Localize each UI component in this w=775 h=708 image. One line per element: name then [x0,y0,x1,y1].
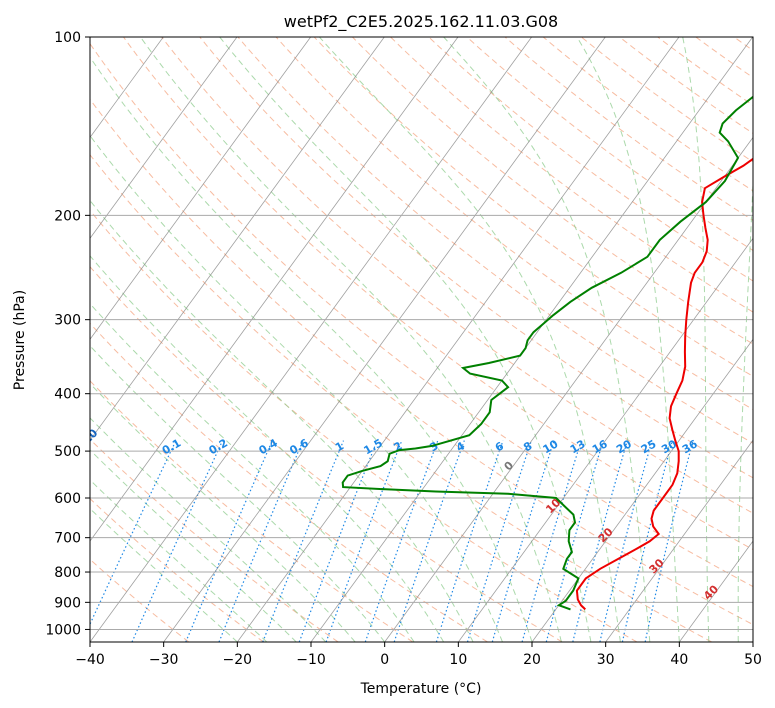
moist-adiabat-line [90,507,238,642]
dry-adiabat-line [123,37,753,551]
dry-adiabat-label: -10 [77,426,100,449]
y-tick-label: 300 [54,313,81,329]
isotherm-line [605,439,753,642]
moist-adiabat-line [90,134,503,642]
moist-adiabat-line [90,56,533,642]
isotherm-line [90,37,532,642]
dewpoint-line [341,95,753,611]
dry-adiabat-line [428,37,753,282]
y-tick-label: 400 [54,387,81,403]
y-axis-label: Pressure (hPa) [12,290,28,390]
moist-adiabat-line [90,449,297,642]
mixing-ratio-lines [90,440,694,642]
dry-adiabat-line [275,37,753,411]
x-tick-label: 30 [597,652,615,668]
dry-adiabat-line [90,322,488,642]
isotherm-line [90,37,238,240]
moist-adiabat-line [319,37,621,642]
dry-adiabat-line [90,98,753,626]
chart-title: wetPf2_C2E5.2025.162.11.03.G08 [284,12,558,32]
mixing-ratio-line [644,440,694,642]
mixing-ratio-line [131,440,224,642]
line-labels: -100-90-80-70-60-50-40-30-20-10010203040… [77,426,721,602]
mixing-ratio-line [218,440,304,642]
dry-adiabat-line [237,37,753,444]
dry-adiabat-line [90,380,414,642]
x-tick-label: −30 [149,652,179,668]
isotherm-line [310,37,753,642]
mixing-ratio-line [621,440,673,642]
x-axis-label: Temperature (°C) [360,681,482,697]
isotherm-line [458,237,753,642]
x-tick-label: −20 [223,652,253,668]
moist-adiabat-line [90,255,445,642]
mixing-ratio-line [521,440,582,642]
mixing-ratio-line [491,440,555,642]
moist-adiabats [90,37,753,642]
moist-adiabat-line [219,37,592,642]
x-axis: −40 −30 −20 −10 0 10 20 30 40 50 [75,642,762,668]
dry-adiabat-line [466,37,753,251]
y-tick-label: 100 [54,30,81,46]
isotherm-line [90,37,459,542]
dry-adiabat-line [504,37,753,221]
dry-adiabat-line [90,42,753,588]
isotherms [90,37,753,642]
dry-adiabat-line [90,265,563,642]
dry-adiabat-line [90,498,264,642]
x-tick-label: −40 [75,652,105,668]
isotherm-line [90,37,311,340]
y-tick-label: 800 [54,565,81,581]
mixing-ratio-line [466,440,532,642]
plot-area: -100-90-80-70-60-50-40-30-20-10010203040… [77,37,753,642]
mixing-ratio-line [599,440,653,642]
dry-adiabat-line [390,37,753,313]
moist-adiabat-line [90,382,356,642]
dry-adiabat-line [90,209,638,642]
x-tick-label: 50 [744,652,762,668]
sounding-series [341,95,753,611]
dry-adiabat-line [161,37,753,514]
mixing-ratio-line [185,440,273,642]
moist-adiabat-line [443,37,651,642]
moist-adiabat-line [90,302,415,642]
x-tick-label: 0 [380,652,389,668]
moist-adiabat-line [737,173,753,642]
dry-adiabat-line [90,153,712,642]
y-tick-label: 1000 [45,622,81,638]
moist-adiabat-line [90,417,327,642]
y-tick-label: 700 [54,531,81,547]
pressure-gridlines [90,37,753,630]
mixing-ratio-line [325,440,403,642]
y-axis: 100 200 300 400 500 600 700 800 900 1000 [45,30,90,638]
dry-adiabats [90,37,753,642]
y-tick-label: 600 [54,491,81,507]
x-tick-label: 40 [670,652,688,668]
temperature-line [575,157,753,611]
isotherm-line [237,37,680,642]
plot-frame [89,36,754,643]
moist-adiabat-line [682,37,710,642]
mixing-ratio-line [545,440,604,642]
moist-adiabat-line [90,479,268,642]
moist-adiabat-line [139,37,562,642]
isotherm-line [90,37,385,441]
mixing-ratio-line [364,440,439,642]
y-tick-label: 900 [54,595,81,611]
x-tick-label: 20 [523,652,541,668]
mixing-ratio-line [572,440,628,642]
y-tick-label: 200 [54,208,81,224]
y-tick-label: 500 [54,444,81,460]
x-tick-label: −10 [296,652,326,668]
isotherm-line [163,37,606,642]
x-tick-label: 10 [449,652,467,668]
moist-adiabat-line [90,199,474,642]
moist-adiabat-line [90,345,386,642]
